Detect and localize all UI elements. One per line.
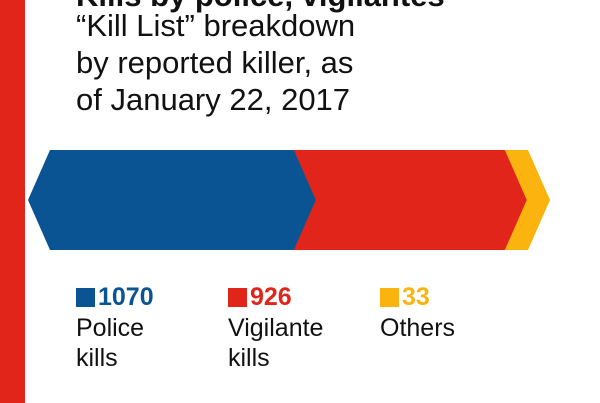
legend-item-others: 33 Others [380, 282, 455, 344]
chart-title: Kills by police, vigilantes [76, 0, 445, 14]
legend-label-line: Vigilante [228, 314, 324, 342]
legend-label-police: Police kills [76, 314, 154, 373]
legend-label-line: kills [76, 343, 118, 372]
legend-label-line: Others [380, 314, 456, 342]
stacked-arrow-bar [28, 150, 550, 250]
legend-swatch-police [76, 287, 95, 307]
legend-number-vigilante: 926 [250, 282, 292, 311]
bar-segment-police-kills [28, 150, 316, 250]
legend-number-police: 1070 [98, 282, 154, 311]
chart-subtitle: “Kill List” breakdown by reported killer… [76, 8, 355, 119]
legend-label-others: Others [380, 314, 455, 344]
red-accent-rule [0, 0, 25, 403]
subtitle-line: “Kill List” breakdown [76, 8, 356, 43]
legend-label-line: kills [228, 343, 270, 372]
legend-value-vigilante: 926 [228, 282, 323, 312]
legend-item-vigilante: 926 Vigilante kills [228, 282, 323, 373]
subtitle-line: by reported killer, as [76, 44, 354, 80]
subtitle-line: of January 22, 2017 [76, 81, 351, 117]
bar-segment-vigilante-kills [271, 150, 527, 250]
legend-value-police: 1070 [76, 282, 154, 312]
legend-number-others: 33 [402, 282, 430, 311]
legend-item-police: 1070 Police kills [76, 282, 154, 373]
legend-label-vigilante: Vigilante kills [228, 314, 323, 373]
legend-value-others: 33 [380, 282, 455, 312]
legend-label-line: Police [76, 314, 145, 342]
legend-swatch-vigilante [228, 287, 247, 307]
legend-swatch-others [380, 287, 399, 307]
